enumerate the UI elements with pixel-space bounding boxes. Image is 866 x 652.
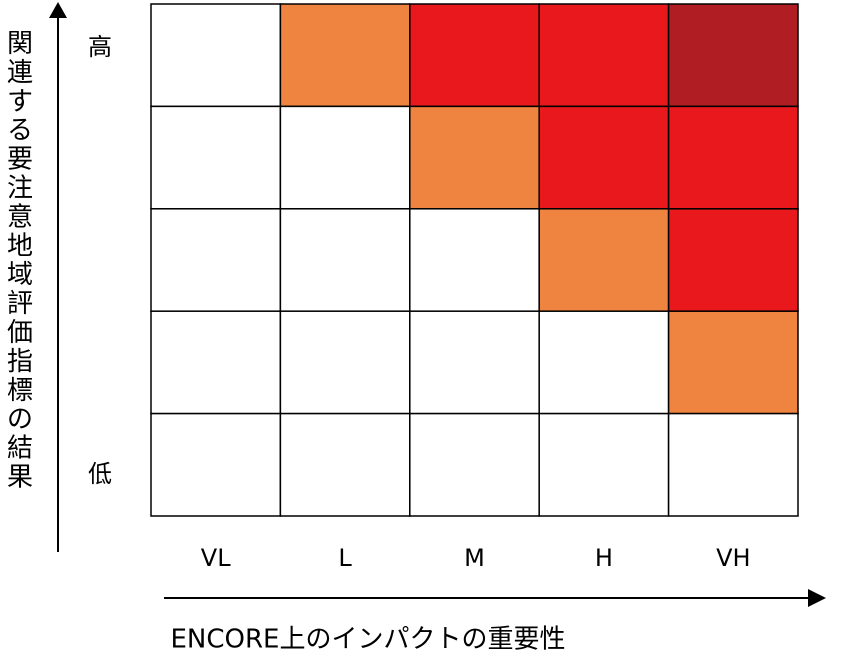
heatmap-cell-r3-c1 [150, 208, 282, 312]
y-bottom-label: 低 [88, 460, 112, 488]
heatmap-cell-r4-c2 [279, 310, 411, 415]
heatmap-cell-r1-c1 [150, 3, 282, 108]
heatmap-cell-r1-c3 [409, 3, 540, 108]
x-tick-label-h: H [595, 544, 613, 572]
heatmap-cell-r5-c4 [538, 412, 670, 517]
heatmap-cell-r4-c5 [667, 310, 799, 415]
heatmap-cell-r1-c4 [538, 3, 670, 108]
heatmap-cell-r2-c3 [409, 105, 540, 210]
x-tick-labels: VL L M H VH [201, 544, 751, 572]
heatmap-cell-r5-c5 [667, 412, 799, 517]
heatmap-cell-r3-c5 [667, 208, 799, 312]
x-axis-title: ENCORE上のインパクトの重要性 [171, 625, 566, 652]
heatmap-cell-r3-c2 [279, 208, 411, 312]
heatmap-cell-r4-c1 [150, 310, 282, 415]
x-tick-label-vh: VH [716, 544, 750, 572]
heatmap-cell-r2-c5 [667, 105, 799, 210]
y-top-label: 高 [88, 33, 112, 61]
heatmap-cells [150, 3, 799, 517]
heatmap-cell-r1-c5 [667, 3, 799, 108]
y-axis-title: 関連する要注意地域評価指標の結果 [7, 29, 33, 493]
heatmap-cell-r4-c4 [538, 310, 670, 415]
x-tick-label-m: M [464, 544, 485, 572]
heatmap-cell-r1-c2 [279, 3, 411, 108]
heatmap-cell-r5-c2 [279, 412, 411, 517]
x-tick-label-vl: VL [201, 544, 231, 572]
x-axis-arrowhead [808, 589, 826, 607]
heatmap-cell-r2-c2 [279, 105, 411, 210]
heatmap-cell-r3-c4 [538, 208, 670, 312]
heatmap-cell-r5-c1 [150, 412, 282, 517]
heatmap-cell-r5-c3 [409, 412, 540, 517]
heatmap-cell-r4-c3 [409, 310, 540, 415]
heatmap-cell-r3-c3 [409, 208, 540, 312]
y-axis-arrowhead [49, 2, 67, 18]
heatmap-cell-r2-c1 [150, 105, 282, 210]
x-tick-label-l: L [338, 544, 352, 572]
heatmap-cell-r2-c4 [538, 105, 670, 210]
